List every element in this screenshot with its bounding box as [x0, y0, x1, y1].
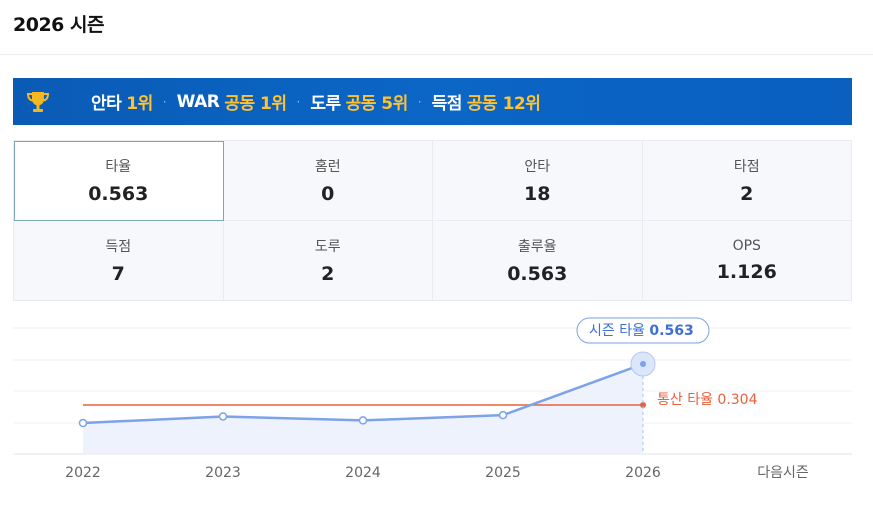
data-point	[78, 418, 88, 428]
avg-label: 통산 타율 0.304	[657, 392, 758, 408]
stat-cell-hits[interactable]: 안타 18	[433, 141, 643, 221]
x-tick-label: 2022	[65, 465, 101, 481]
stat-label: 도루	[314, 239, 341, 255]
stat-value: 2	[321, 263, 335, 285]
tooltip-text: 시즌 타율 0.563	[589, 323, 694, 339]
stat-value: 2	[740, 183, 754, 205]
title-divider	[0, 54, 873, 55]
stat-value: 0.563	[88, 183, 149, 205]
rank-item-hits: 안타 1위	[91, 94, 153, 114]
stat-label: 안타	[524, 159, 551, 175]
stat-label: 타점	[733, 159, 760, 175]
stat-label: 홈런	[314, 159, 341, 175]
rank-banner: 안타 1위 · WAR 공동 1위 · 도루 공동 5위 · 득점 공동 12위	[13, 78, 852, 125]
stat-value: 7	[111, 263, 125, 285]
rank-item-war: WAR 공동 1위	[176, 91, 287, 115]
chart-svg: 시즌 타율 0.563 통산 타율 0.304 2022 2023 2024 2025 20…	[13, 317, 852, 481]
stat-cell-avg[interactable]: 타율 0.563	[14, 141, 224, 221]
stat-cell-obp[interactable]: 출루율 0.563	[433, 221, 643, 301]
stat-value: 1.126	[716, 261, 777, 283]
stat-cell-steals[interactable]: 도루 2	[223, 221, 433, 301]
rank-item-steals: 도루 공동 5위	[310, 94, 408, 114]
data-point	[358, 416, 368, 425]
stat-grid: 타율 0.563 홈런 0 안타 18 타점 2 득점 7 도루 2 출루율 0…	[13, 140, 852, 301]
stat-value: 0.563	[507, 263, 568, 285]
batting-avg-chart: 시즌 타율 0.563 통산 타율 0.304 2022 2023 2024 2025 20…	[0, 310, 873, 520]
rank-separator: ·	[296, 94, 301, 109]
stat-label: 득점	[105, 239, 132, 255]
reference-point	[640, 402, 646, 408]
x-tick-label: 2026	[625, 465, 661, 481]
x-tick-label: 다음시즌	[757, 465, 809, 481]
rank-separator: ·	[417, 94, 422, 109]
x-tick-label: 2025	[485, 465, 521, 481]
trophy-icon	[25, 89, 51, 115]
data-point	[498, 410, 508, 420]
stat-cell-runs[interactable]: 득점 7	[14, 221, 224, 301]
stat-label: OPS	[732, 238, 761, 254]
stat-cell-hr[interactable]: 홈런 0	[223, 141, 433, 221]
series-area	[83, 364, 643, 454]
rank-separator: ·	[162, 94, 167, 109]
data-point	[218, 412, 228, 421]
tooltip-box	[576, 317, 710, 344]
stat-cell-ops[interactable]: OPS 1.126	[642, 221, 852, 301]
data-point	[640, 361, 646, 367]
page-title: 2026 시즌	[13, 14, 104, 36]
rank-item-runs: 득점 공동 12위	[431, 94, 541, 114]
stat-value: 0	[321, 183, 335, 205]
stat-label: 타율	[105, 159, 132, 175]
stat-cell-rbi[interactable]: 타점 2	[642, 141, 852, 221]
stat-label: 출루율	[517, 239, 557, 255]
stat-value: 18	[524, 183, 551, 205]
x-tick-label: 2023	[205, 465, 241, 481]
x-tick-label: 2024	[345, 465, 381, 481]
